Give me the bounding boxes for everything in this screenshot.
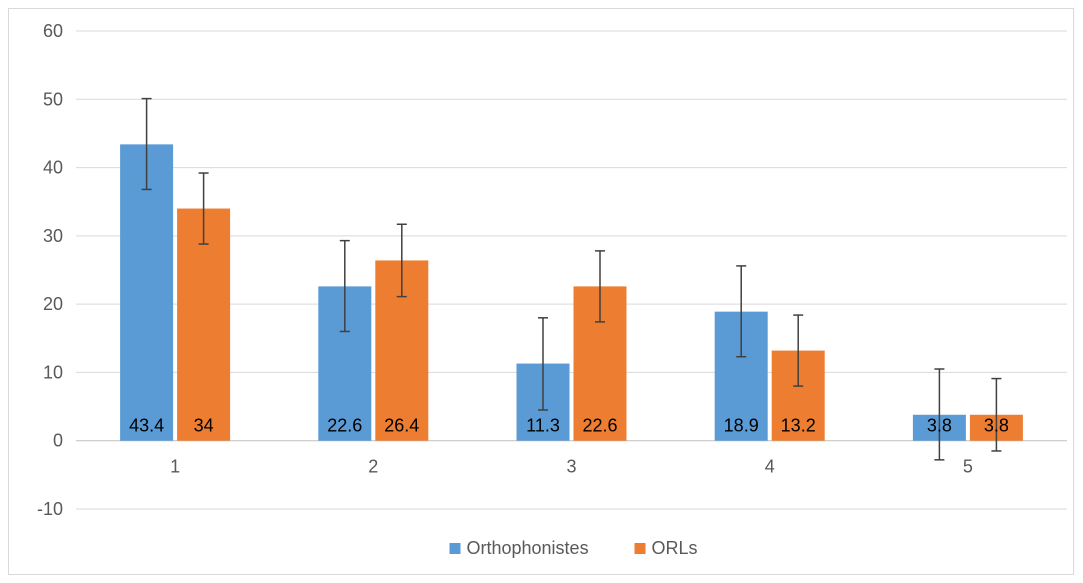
x-tick-label: 4 — [765, 457, 775, 477]
y-tick-label: 40 — [43, 158, 63, 178]
x-tick-label: 1 — [170, 457, 180, 477]
data-label: 26.4 — [384, 416, 419, 436]
legend-swatch — [449, 543, 461, 554]
legend-label: ORLs — [652, 538, 698, 558]
data-label: 3.8 — [927, 416, 952, 436]
data-label: 43.4 — [129, 416, 164, 436]
data-labels: 43.4 22.6 11.3 18.9 3.8 34 26.4 22.6 13.2 3.8 — [129, 416, 1009, 436]
y-tick-label: 10 — [43, 362, 63, 382]
error-bars — [141, 97, 1002, 461]
legend-label: Orthophonistes — [467, 538, 589, 558]
y-tick-label: -10 — [37, 499, 63, 519]
chart-frame: -10 0 10 20 30 40 50 60 1 2 3 4 5 43.4 22.6 11.3 18.9 3.… — [8, 8, 1074, 575]
data-label: 18.9 — [724, 416, 759, 436]
data-label: 22.6 — [582, 416, 617, 436]
x-tick-label: 5 — [963, 457, 973, 477]
data-label: 13.2 — [781, 416, 816, 436]
legend-swatch — [634, 543, 646, 554]
y-tick-label: 20 — [43, 294, 63, 314]
bar-orls — [177, 208, 231, 441]
grid-lines — [76, 30, 1067, 510]
x-tick-label: 2 — [368, 457, 378, 477]
bar-orthophonistes — [120, 144, 174, 441]
data-label: 34 — [194, 416, 214, 436]
y-tick-label: 0 — [53, 431, 63, 451]
data-label: 11.3 — [526, 416, 560, 436]
y-tick-label: 30 — [43, 226, 63, 246]
x-tick-label: 3 — [566, 457, 576, 477]
legend: Orthophonistes ORLs — [449, 538, 698, 558]
bars — [120, 144, 1023, 441]
data-label: 3.8 — [984, 416, 1009, 436]
y-tick-label: 50 — [43, 89, 63, 109]
y-tick-label: 60 — [43, 21, 63, 41]
data-label: 22.6 — [327, 416, 362, 436]
